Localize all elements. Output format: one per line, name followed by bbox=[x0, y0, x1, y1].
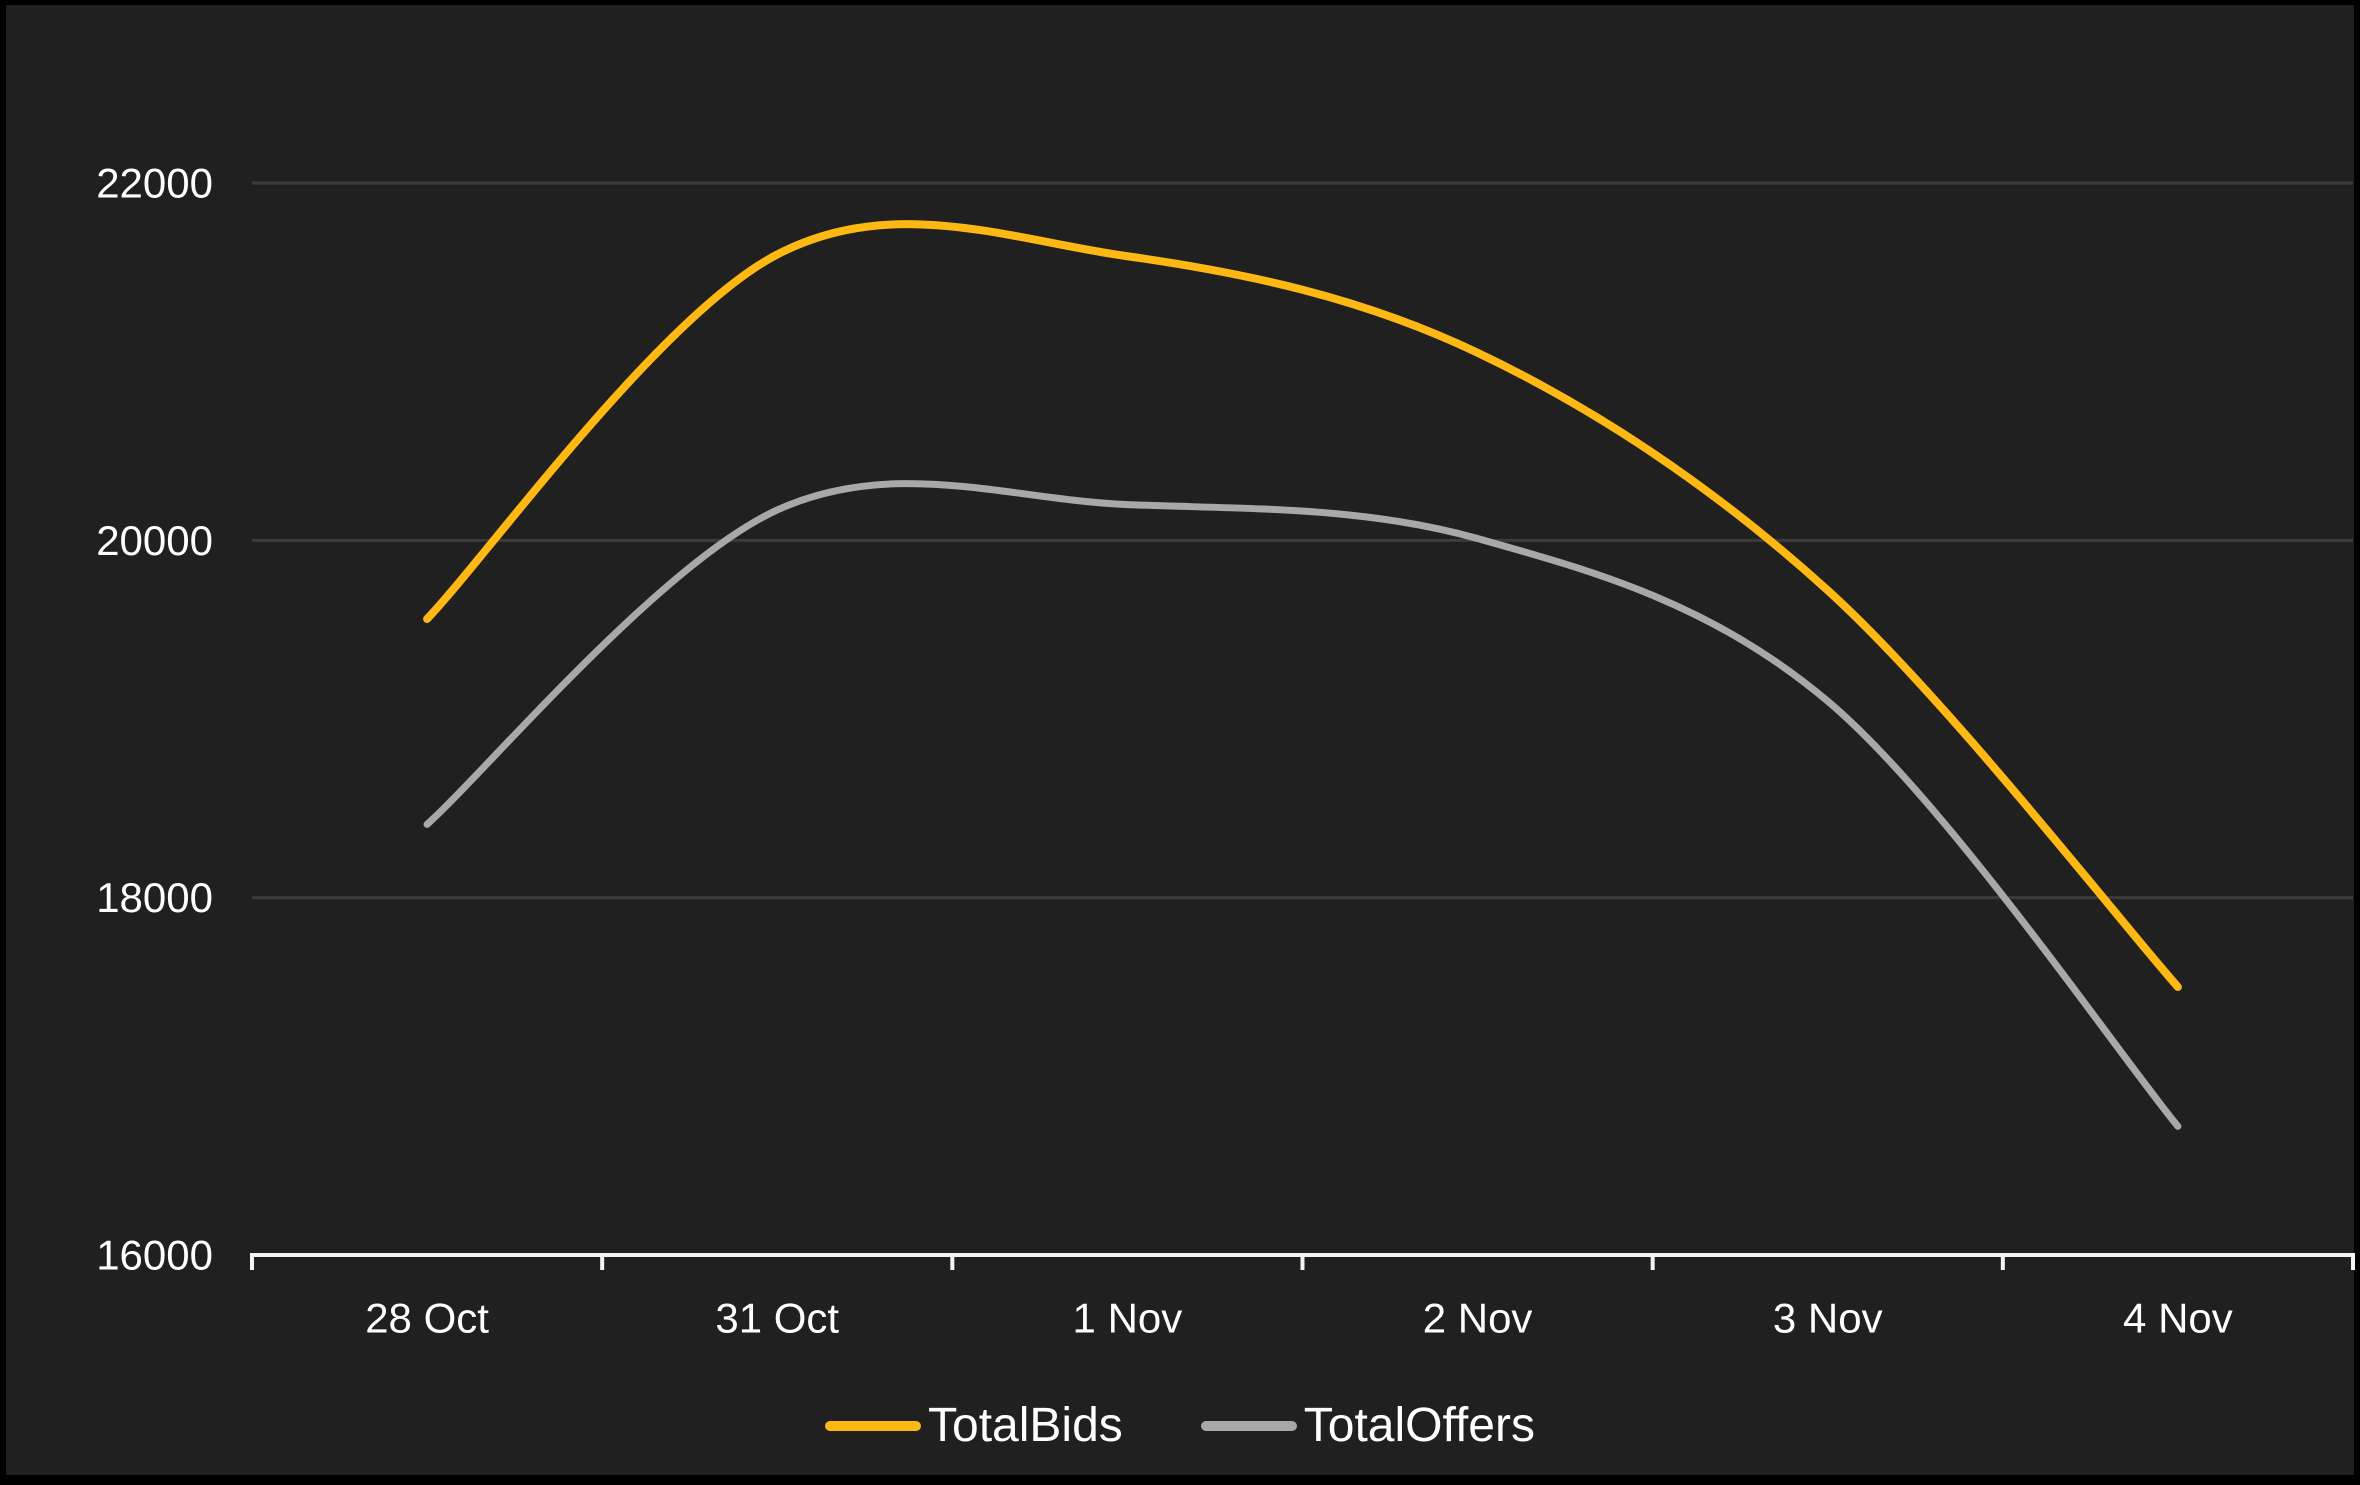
totalbids-swatch-icon bbox=[825, 1421, 921, 1431]
y-tick-label: 16000 bbox=[96, 1232, 213, 1279]
legend-item-totaloffers[interactable]: TotalOffers bbox=[1200, 1398, 1535, 1454]
legend-label-totaloffers: TotalOffers bbox=[1303, 1399, 1535, 1452]
y-tick-label: 20000 bbox=[96, 517, 213, 564]
x-axis-label: 4 Nov bbox=[2123, 1295, 2233, 1342]
totaloffers-swatch-icon bbox=[1200, 1421, 1297, 1431]
x-axis-label: 28 Oct bbox=[365, 1295, 489, 1342]
legend-item-totalbids[interactable]: TotalBids bbox=[825, 1398, 1123, 1454]
x-axis-label: 31 Oct bbox=[715, 1295, 839, 1342]
x-axis-label: 2 Nov bbox=[1423, 1295, 1533, 1342]
x-axis-label: 3 Nov bbox=[1773, 1295, 1883, 1342]
series-line-totalbids bbox=[423, 220, 2182, 991]
y-tick-label: 22000 bbox=[96, 160, 213, 207]
legend: TotalBids TotalOffers bbox=[0, 1398, 2360, 1454]
chart-panel bbox=[6, 5, 2354, 1475]
y-tick-label: 18000 bbox=[96, 874, 213, 921]
series-line-totaloffers bbox=[423, 480, 2182, 1130]
legend-label-totalbids: TotalBids bbox=[928, 1399, 1123, 1452]
x-axis-label: 1 Nov bbox=[1073, 1295, 1183, 1342]
